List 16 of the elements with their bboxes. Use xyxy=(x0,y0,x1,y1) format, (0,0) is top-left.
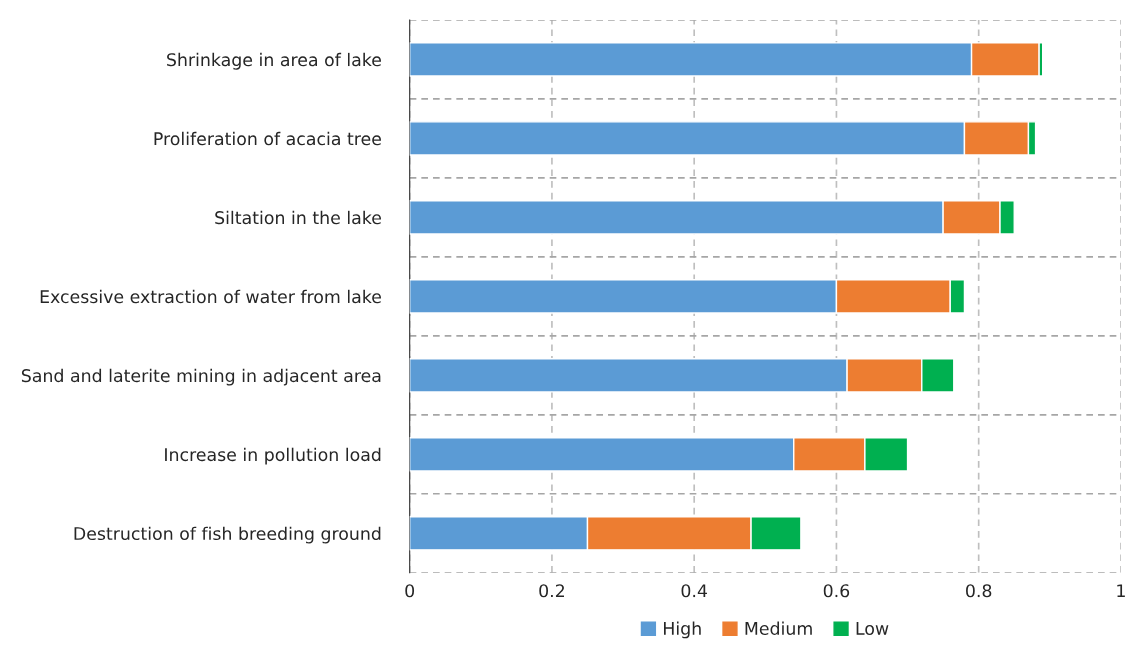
x-tick-label: 0 xyxy=(405,584,415,598)
x-tick-label: 0.2 xyxy=(539,584,564,598)
x-tick-label: 0.6 xyxy=(823,584,850,598)
legend-label: Low xyxy=(856,622,889,635)
y-tick-label: Increase in pollution load xyxy=(165,447,381,465)
legend-label: Medium xyxy=(745,621,812,635)
y-tick-label: Siltation in the lake xyxy=(215,210,381,225)
y-tick-label: Excessive extraction of water from lake xyxy=(40,289,381,304)
y-tick-label: Shrinkage in area of lake xyxy=(167,52,381,70)
x-tick-label: 1 xyxy=(1117,584,1125,598)
y-tick-label: Proliferation of acacia tree xyxy=(154,131,381,146)
legend-label: High xyxy=(664,621,701,639)
x-tick-label: 0.4 xyxy=(681,584,708,598)
x-tick-label: 0.8 xyxy=(966,584,992,598)
y-tick-label: Sand and laterite mining in adjacent area xyxy=(21,368,381,386)
y-tick-label: Destruction of fish breeding ground xyxy=(74,526,381,544)
